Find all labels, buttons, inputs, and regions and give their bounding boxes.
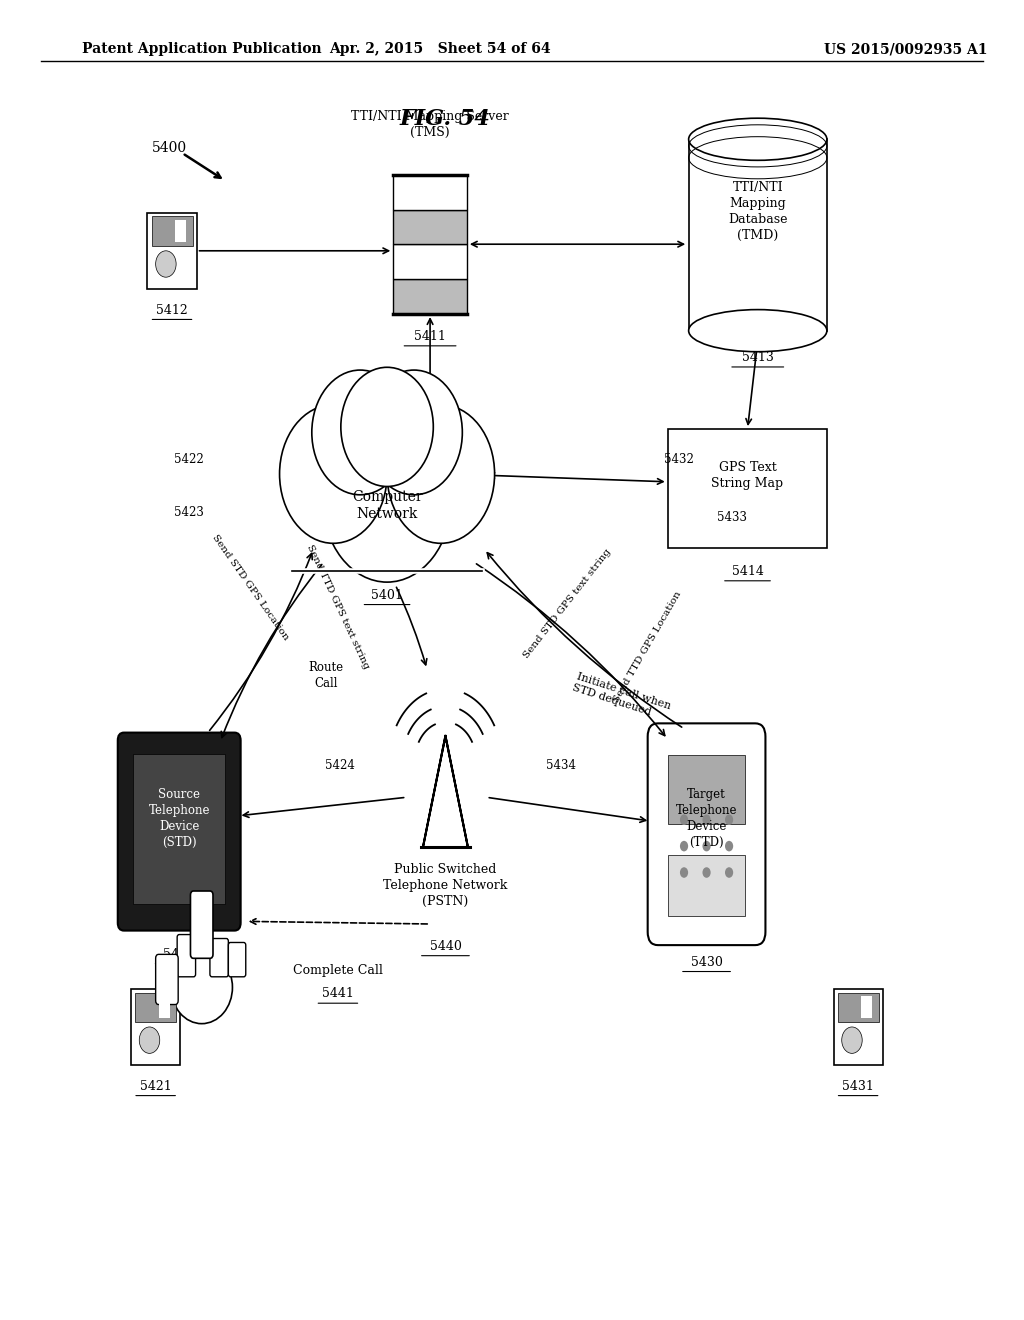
- Text: 5420: 5420: [163, 948, 196, 961]
- Ellipse shape: [171, 950, 232, 1024]
- FancyBboxPatch shape: [647, 723, 765, 945]
- Text: US 2015/0092935 A1: US 2015/0092935 A1: [824, 42, 988, 57]
- Text: 5432: 5432: [664, 453, 693, 466]
- FancyBboxPatch shape: [135, 993, 176, 1022]
- FancyBboxPatch shape: [175, 220, 186, 242]
- Text: GPS Text
String Map: GPS Text String Map: [712, 461, 783, 490]
- Circle shape: [311, 370, 409, 495]
- FancyBboxPatch shape: [210, 939, 228, 977]
- Text: 5401: 5401: [371, 589, 403, 602]
- Circle shape: [387, 405, 495, 544]
- Circle shape: [725, 867, 733, 878]
- Text: 5423: 5423: [174, 506, 204, 519]
- Circle shape: [366, 370, 463, 495]
- Text: 5430: 5430: [690, 956, 723, 969]
- Text: Apr. 2, 2015   Sheet 54 of 64: Apr. 2, 2015 Sheet 54 of 64: [330, 42, 551, 57]
- Circle shape: [680, 867, 688, 878]
- Text: Public Switched
Telephone Network
(PSTN): Public Switched Telephone Network (PSTN): [383, 863, 508, 908]
- FancyBboxPatch shape: [159, 997, 170, 1018]
- Ellipse shape: [688, 310, 827, 351]
- Text: 5411: 5411: [414, 330, 446, 343]
- FancyBboxPatch shape: [156, 954, 178, 1005]
- FancyBboxPatch shape: [393, 244, 467, 279]
- Text: 5400: 5400: [152, 141, 186, 154]
- Circle shape: [842, 1027, 862, 1053]
- FancyBboxPatch shape: [152, 216, 193, 246]
- Text: Target
Telephone
Device
(TTD): Target Telephone Device (TTD): [676, 788, 737, 849]
- FancyBboxPatch shape: [668, 855, 744, 916]
- Circle shape: [725, 841, 733, 851]
- Text: Patent Application Publication: Patent Application Publication: [82, 42, 322, 57]
- Text: 5422: 5422: [174, 453, 204, 466]
- Text: 5431: 5431: [842, 1080, 874, 1093]
- Text: Initiate call when
STD dequeued: Initiate call when STD dequeued: [571, 671, 672, 723]
- FancyBboxPatch shape: [668, 429, 827, 548]
- FancyBboxPatch shape: [393, 210, 467, 244]
- Circle shape: [323, 416, 452, 582]
- Circle shape: [139, 1027, 160, 1053]
- FancyBboxPatch shape: [393, 176, 467, 210]
- Text: Send TTD GPS text string: Send TTD GPS text string: [305, 544, 371, 671]
- FancyBboxPatch shape: [118, 733, 241, 931]
- FancyBboxPatch shape: [190, 891, 213, 958]
- FancyBboxPatch shape: [668, 755, 744, 824]
- Text: 5424: 5424: [325, 759, 355, 772]
- Text: 5440: 5440: [429, 940, 462, 953]
- Circle shape: [680, 841, 688, 851]
- Circle shape: [702, 814, 711, 825]
- Text: TTI/NTI
Mapping
Database
(TMD): TTI/NTI Mapping Database (TMD): [728, 181, 787, 242]
- Ellipse shape: [688, 119, 827, 160]
- Text: Send STD GPS text string: Send STD GPS text string: [522, 546, 613, 660]
- Text: 5434: 5434: [546, 759, 577, 772]
- Text: 5421: 5421: [139, 1080, 172, 1093]
- FancyBboxPatch shape: [688, 140, 827, 331]
- Text: Send STD GPS Location: Send STD GPS Location: [210, 533, 290, 642]
- Circle shape: [280, 405, 387, 544]
- Text: Complete Call: Complete Call: [293, 964, 383, 977]
- Text: 5414: 5414: [731, 565, 764, 578]
- FancyBboxPatch shape: [285, 491, 489, 585]
- FancyBboxPatch shape: [228, 942, 246, 977]
- Text: FIG. 54: FIG. 54: [400, 108, 490, 129]
- FancyBboxPatch shape: [131, 989, 180, 1065]
- Text: Route
Call: Route Call: [308, 661, 343, 690]
- Circle shape: [156, 251, 176, 277]
- FancyBboxPatch shape: [133, 754, 225, 904]
- FancyBboxPatch shape: [393, 279, 467, 314]
- Text: Source
Telephone
Device
(STD): Source Telephone Device (STD): [148, 788, 210, 849]
- Circle shape: [680, 814, 688, 825]
- Text: Send TTD GPS Location: Send TTD GPS Location: [612, 590, 684, 704]
- FancyBboxPatch shape: [861, 997, 872, 1018]
- Text: 5412: 5412: [156, 304, 188, 317]
- Circle shape: [702, 867, 711, 878]
- FancyBboxPatch shape: [834, 989, 883, 1065]
- FancyBboxPatch shape: [838, 993, 879, 1022]
- Circle shape: [702, 841, 711, 851]
- Text: 5413: 5413: [741, 351, 774, 364]
- Circle shape: [725, 814, 733, 825]
- Text: Computer
Network: Computer Network: [352, 490, 422, 521]
- FancyBboxPatch shape: [147, 213, 197, 289]
- Text: 5433: 5433: [717, 511, 746, 524]
- Circle shape: [341, 367, 433, 487]
- Text: 5441: 5441: [322, 987, 354, 1001]
- FancyBboxPatch shape: [177, 935, 196, 977]
- Text: TTI/NTI Mapping Server
(TMS): TTI/NTI Mapping Server (TMS): [351, 110, 509, 139]
